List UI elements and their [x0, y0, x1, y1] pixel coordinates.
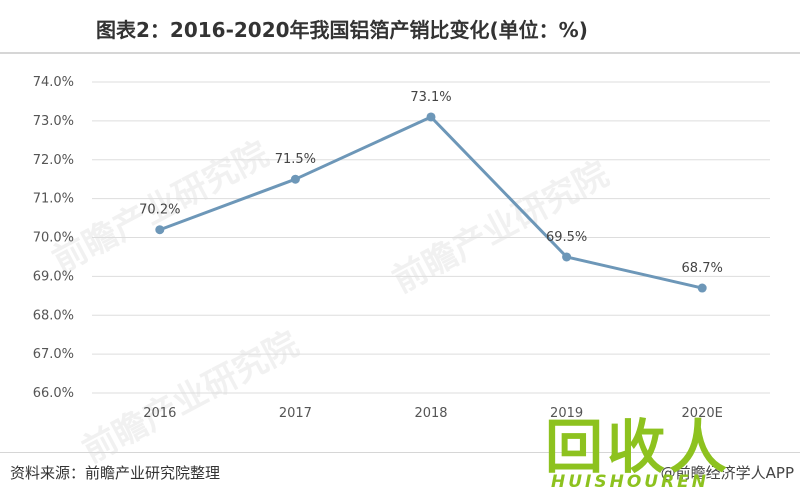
data-label: 73.1% [410, 90, 451, 105]
x-tick-label: 2018 [414, 406, 447, 421]
title-divider [0, 52, 800, 54]
data-point [697, 283, 707, 293]
huishouren-logo: 回收人 HUISHOUREN [545, 400, 775, 496]
credit-text: @前瞻经济学人APP [660, 464, 794, 482]
y-tick-label: 71.0% [33, 192, 74, 207]
y-tick-label: 74.0% [33, 75, 74, 90]
y-tick-label: 66.0% [33, 386, 74, 401]
data-point [426, 112, 436, 122]
x-tick-label: 2019 [550, 406, 583, 421]
y-tick-label: 69.0% [33, 269, 74, 284]
y-tick-label: 70.0% [33, 231, 74, 246]
data-point [562, 252, 572, 262]
series-line [159, 115, 703, 290]
x-tick-label: 2017 [279, 406, 312, 421]
x-tick-label: 2020E [682, 406, 723, 421]
data-point [155, 225, 165, 235]
chart-svg: 66.0% 67.0% 68.0% 69.0% 70.0% 71.0% 72.0% 73.0%… [33, 75, 770, 421]
logo-subtext: HUISHOUREN [551, 472, 710, 492]
y-tick-label: 67.0% [33, 347, 74, 362]
y-tick-label: 72.0% [33, 153, 74, 168]
footer-divider [0, 452, 800, 453]
data-label: 69.5% [546, 230, 587, 245]
y-tick-label: 68.0% [33, 308, 74, 323]
x-tick-label: 2016 [143, 406, 176, 421]
y-tick-label: 73.0% [33, 114, 74, 129]
chart-title: 图表2：2016-2020年我国铝箔产销比变化(单位：%) [96, 18, 588, 42]
source-note: 资料来源：前瞻产业研究院整理 [10, 464, 221, 482]
data-label: 71.5% [275, 152, 316, 167]
line-chart: 66.0% 67.0% 68.0% 69.0% 70.0% 71.0% 72.0% 73.0%… [0, 54, 800, 439]
logo-text: 回收人 [545, 413, 732, 481]
data-point [290, 174, 300, 184]
data-label: 68.7% [682, 261, 723, 276]
data-label: 70.2% [139, 203, 180, 218]
